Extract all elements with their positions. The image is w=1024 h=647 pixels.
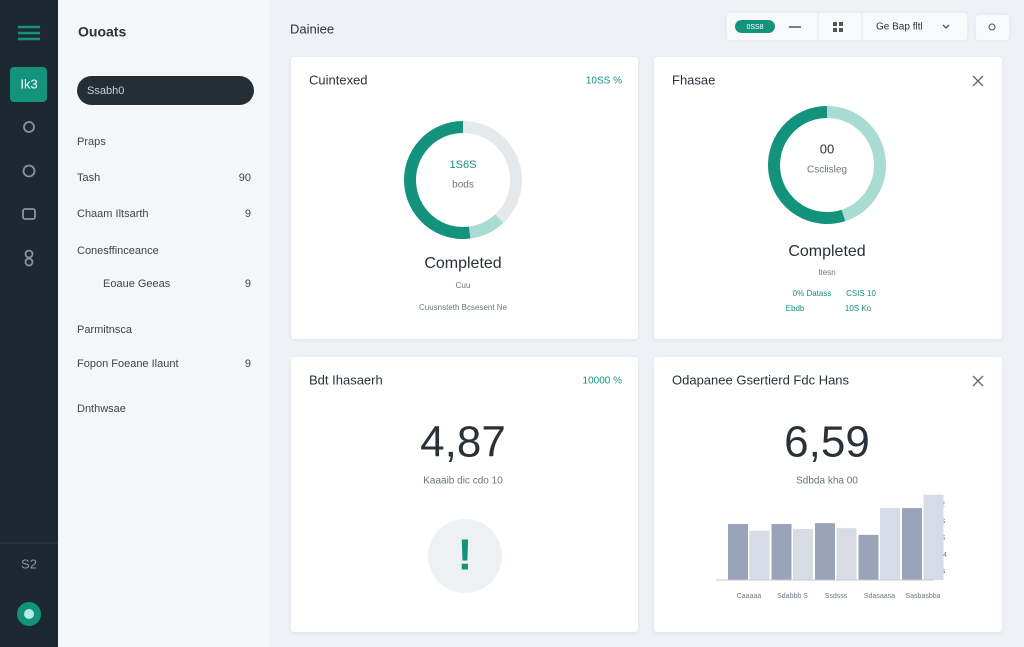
card-title: Cuintexed — [309, 72, 368, 87]
card — [654, 357, 1002, 632]
brand: Ouoats — [78, 24, 126, 40]
legend-item: CSIS 10 — [846, 289, 876, 298]
status-sub: Itesn — [818, 268, 835, 277]
card — [654, 57, 1002, 339]
ring-segment — [462, 121, 522, 224]
ring-segment — [404, 121, 471, 239]
progress-ring — [768, 106, 886, 224]
bar — [923, 494, 944, 580]
ring-caption: bods — [452, 180, 474, 191]
page-title: Dainiee — [290, 21, 334, 36]
kpi-caption: Sdbda kha 00 — [796, 476, 858, 487]
x-tick-label: Sasbasbba — [905, 593, 940, 600]
x-tick-label: Caaaaa — [737, 593, 762, 600]
nav-item[interactable]: Dnthwsae — [77, 403, 126, 415]
ring-value: 1S6S — [450, 159, 477, 171]
rail-icon[interactable] — [24, 249, 34, 267]
rail-icon[interactable] — [22, 208, 36, 220]
bar — [793, 528, 813, 580]
nav-count: 9 — [245, 208, 251, 220]
rail-icon[interactable] — [23, 121, 35, 133]
legend-sub: Ebdb — [786, 304, 805, 313]
search-placeholder[interactable]: Ssabh0 — [87, 85, 124, 97]
bar — [815, 523, 835, 580]
nav-item[interactable]: Conesffinceance — [77, 245, 159, 257]
card — [291, 357, 638, 632]
card-title: Odapanee Gsertierd Fdc Hans — [672, 372, 850, 387]
x-tick-label: Sdabbb S — [777, 593, 808, 600]
card-menu[interactable] — [972, 375, 984, 387]
menu-button[interactable] — [18, 25, 40, 41]
bar — [836, 528, 857, 580]
alert-badge — [428, 519, 502, 593]
ring-segment — [826, 106, 886, 222]
bar — [858, 534, 879, 580]
nav-list: Praps Tash 90 Chaam Iltsarth 9 Conesffinceanc… — [77, 136, 251, 415]
bar — [728, 523, 748, 580]
sidebar — [58, 0, 270, 647]
toolbar — [725, 11, 969, 42]
nav-item[interactable]: Chaam Iltsarth — [77, 208, 149, 220]
bar — [771, 523, 792, 580]
legend-sub: 10S Ko — [845, 304, 872, 313]
kpi-caption: Kaaaib dic cdo 10 — [423, 476, 503, 487]
card-note: Cuusnsteth Bcsesent Ne — [419, 303, 508, 312]
settings-icon — [988, 23, 996, 31]
status: Completed — [788, 243, 865, 260]
status: Completed — [424, 255, 501, 272]
kpi-value: 6,59 — [784, 418, 870, 467]
nav-count: 9 — [245, 358, 251, 370]
card-badge: 10000 % — [583, 376, 623, 387]
nav-item[interactable]: Tash — [77, 172, 100, 184]
toggle-label[interactable]: 0SS8 — [746, 24, 763, 31]
x-tick-label: Ssdsss — [825, 593, 848, 600]
nav-item[interactable]: Praps — [77, 136, 106, 148]
status-sub: Cuu — [456, 281, 471, 290]
bar — [880, 508, 900, 580]
bar — [902, 508, 922, 580]
card-badge: 10SS % — [586, 76, 622, 87]
card-title: Bdt Ihasaerh — [309, 372, 383, 387]
dropdown-label[interactable]: Ge Bap fltl — [876, 22, 923, 33]
card-title: Fhasae — [672, 72, 715, 87]
bar — [749, 530, 770, 580]
nav-count: 9 — [245, 278, 251, 290]
rail-bottom-label[interactable]: S2 — [21, 556, 37, 571]
dropdown-caret[interactable] — [942, 24, 950, 29]
card-menu[interactable] — [972, 75, 984, 87]
progress-ring — [404, 121, 522, 239]
avatar-dot — [24, 609, 34, 619]
nav-count: 90 — [239, 172, 251, 184]
alert-icon: ! — [458, 531, 473, 580]
rail-icon[interactable] — [22, 164, 36, 178]
ring-caption: Csclisleg — [807, 165, 847, 176]
ring-segment — [768, 106, 846, 224]
settings-button[interactable] — [974, 13, 1011, 42]
icon-rail — [0, 0, 58, 647]
bar-chart: S14SS2CaaaaaSdabbb SSsdsssSdasaasaSasbas… — [716, 494, 947, 600]
rail-active-tile[interactable] — [10, 67, 47, 102]
kpi-value: 4,87 — [420, 418, 506, 467]
legend-item: 0% Datass — [793, 289, 832, 298]
nav-item[interactable]: Parmitnsca — [77, 324, 133, 336]
grid-button[interactable] — [833, 22, 843, 32]
rail-active-label[interactable]: Ik3 — [20, 76, 37, 91]
search-box[interactable] — [77, 76, 254, 105]
card — [291, 57, 638, 339]
ring-value: 00 — [820, 141, 834, 156]
toggle[interactable] — [735, 20, 775, 33]
nav-item[interactable]: Fopon Foeane Ilaunt — [77, 358, 179, 370]
x-tick-label: Sdasaasa — [864, 593, 895, 600]
ring-segment — [468, 214, 504, 239]
nav-item[interactable]: Eoaue Geeas — [103, 278, 171, 290]
